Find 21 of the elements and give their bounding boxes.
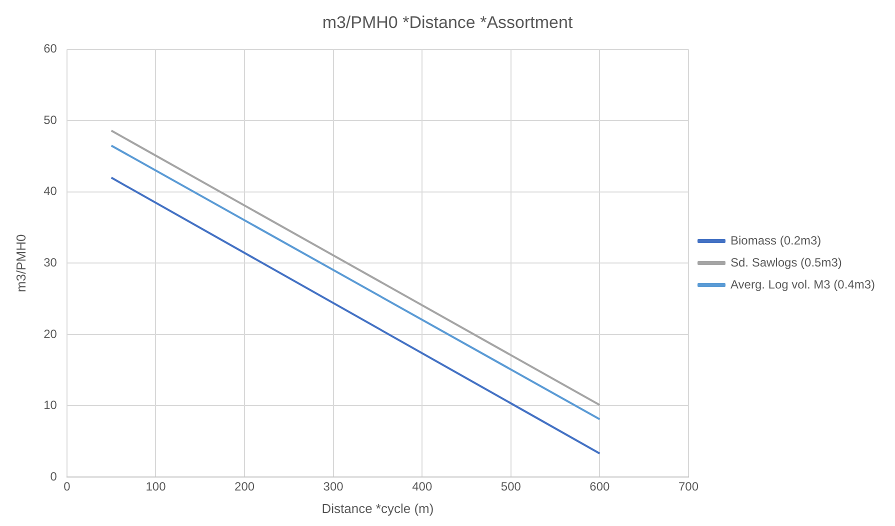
y-tick-label: 50 — [44, 112, 58, 127]
x-tick-label: 200 — [234, 480, 255, 494]
y-axis-title: m3/PMH0 — [13, 234, 28, 292]
legend-label: Biomass (0.2m3) — [730, 233, 822, 248]
x-tick-label: 500 — [500, 480, 522, 494]
y-tick-label: 10 — [44, 398, 58, 412]
x-tick-label: 600 — [590, 480, 610, 494]
x-tick-label: 100 — [146, 480, 166, 494]
legend-label: Averg. Log vol. M3 (0.4m3) — [730, 277, 876, 292]
x-axis-title: Distance *cycle (m) — [322, 500, 434, 516]
y-tick-label: 20 — [44, 326, 58, 341]
y-tick-label: 40 — [44, 184, 58, 198]
x-tick-label: 300 — [323, 480, 344, 494]
x-tick-label: 400 — [412, 480, 432, 494]
chart-title: m3/PMH0 *Distance *Assortment — [322, 12, 573, 32]
x-tick-label: 0 — [64, 480, 71, 494]
y-tick-label: 30 — [44, 256, 58, 270]
y-tick-label: 0 — [50, 469, 58, 484]
legend-label: Sd. Sawlogs (0.5m3) — [730, 255, 842, 270]
y-tick-label: 60 — [44, 42, 58, 56]
x-tick-label: 700 — [678, 480, 699, 494]
